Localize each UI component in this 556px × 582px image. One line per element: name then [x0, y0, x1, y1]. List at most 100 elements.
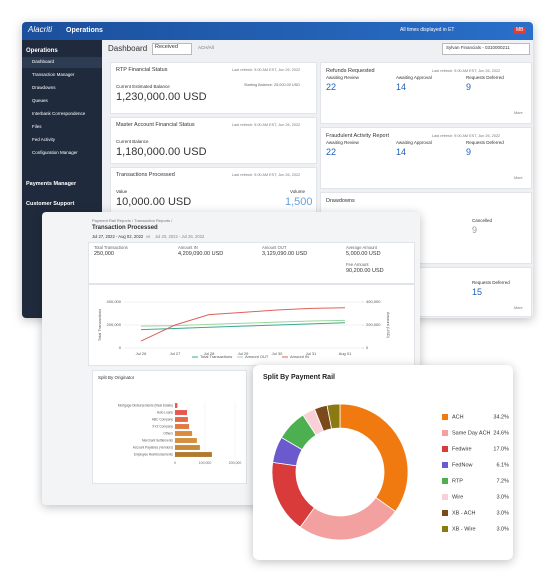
bar-panel: [92, 370, 247, 484]
text: Volume: [290, 189, 306, 194]
y2-axis-label: Amount (USD): [386, 312, 391, 339]
x-tick-label: Jul 27: [170, 351, 181, 356]
bar: [175, 438, 197, 443]
text: More: [514, 176, 523, 180]
legend-swatch: [442, 526, 448, 532]
value-label: 24.6%: [493, 430, 509, 436]
text: 1,230,000.00 USD: [116, 91, 207, 103]
text: 22: [326, 147, 337, 157]
text: Transaction Processed: [92, 225, 158, 231]
text: All times displayed in ET: [400, 27, 455, 33]
legend-swatch: [442, 414, 448, 420]
card: [320, 62, 532, 124]
legend-swatch: [442, 478, 448, 484]
text: 15: [472, 287, 483, 297]
legend-label: XB - Wire: [452, 526, 476, 532]
text: 250,000: [94, 251, 114, 257]
text: Last refresh: 9:00 AM EST, Jun 26, 2022: [232, 173, 301, 177]
pie-slice: [326, 403, 341, 430]
text: More: [514, 306, 523, 310]
text: Current Balance: [116, 139, 149, 144]
y2-tick-label: 200,000: [366, 322, 381, 327]
legend-swatch: [442, 430, 448, 436]
legend-label: XB - ACH: [452, 510, 476, 516]
active-item: [22, 57, 102, 68]
text: Received: [155, 44, 178, 50]
text: vs: [146, 234, 151, 239]
text: Transactions Processed: [116, 172, 175, 178]
text: ACH/All: [198, 45, 214, 50]
x-tick-label: Aug 01: [339, 351, 352, 356]
text: Drawdowns: [32, 85, 56, 90]
bar: [175, 424, 190, 429]
text: Operations: [66, 27, 103, 34]
bar: [175, 445, 200, 450]
text: Requests Deferred: [466, 140, 504, 145]
line-series: [140, 307, 346, 342]
text: More: [514, 111, 523, 115]
x-tick-label: Jul 29: [238, 351, 249, 356]
text: Value: [116, 189, 128, 194]
text: Last refresh: 9:00 AM EST, Jun 26, 2022: [432, 69, 501, 73]
text: Last refresh: 9:00 AM EST, Jun 26, 2022: [232, 68, 301, 72]
text: Awaiting Approval: [396, 75, 432, 80]
text: Requests Deferred: [472, 280, 510, 285]
value-label: 34.2%: [493, 414, 509, 420]
value-label: 3.0%: [496, 510, 509, 516]
y-tick-label: XYZ Company: [152, 424, 173, 428]
chart: Split By Payment Rail ACH 34.2% Same Day AC…: [263, 374, 509, 541]
text: Operations: [26, 48, 58, 54]
text: RTP Financial Status: [116, 67, 168, 73]
text: Last refresh: 9:00 AM EST, Jun 26, 2022: [232, 123, 301, 127]
bar: [175, 410, 187, 415]
text: Amount OUT: [262, 245, 287, 250]
x-tick-label: Jul 31: [306, 351, 317, 356]
y-tick-label: Mortgage Disbursements (Real Estate): [118, 403, 173, 407]
text: Files: [32, 124, 42, 129]
text: Interbank Correspondence: [32, 111, 86, 116]
text: 1,500: [285, 196, 313, 208]
text: Awaiting Review: [326, 75, 359, 80]
card: [110, 167, 317, 219]
value-label: 7.2%: [496, 478, 509, 484]
text: MB: [514, 27, 526, 34]
text: Awaiting Approval: [396, 140, 432, 145]
y-tick-label: 400,000: [107, 299, 122, 304]
legend-label: Wire: [452, 494, 463, 500]
stats-row: [88, 242, 415, 284]
text: 1,180,000.00 USD: [116, 146, 207, 158]
text: Customer Support: [26, 201, 75, 207]
text: Fed Activity: [32, 137, 56, 142]
pie-slice: [299, 496, 396, 541]
x-tick-label: 100,000: [199, 461, 212, 465]
text: 9: [466, 147, 472, 157]
text: Payments Manager: [26, 181, 77, 187]
text: Dashboard: [108, 44, 148, 53]
text: Jul 27, 2022 - Aug 02, 2022: [92, 234, 144, 239]
legend-label: ACH: [452, 414, 464, 420]
card: [110, 62, 317, 114]
y-tick-label: Auto Loans: [157, 410, 174, 414]
bar: [175, 431, 193, 436]
legend-swatch: [442, 462, 448, 468]
x-tick-label: Jul 30: [272, 351, 283, 356]
bar: [175, 417, 188, 422]
text: 5,000.00 USD: [346, 251, 381, 257]
text: 9: [472, 225, 478, 235]
legend-label: FedNow: [452, 462, 473, 468]
x-tick-label: Jul 26: [136, 351, 147, 356]
institution-select[interactable]: [442, 43, 530, 55]
y2-tick-label: 0: [366, 345, 369, 350]
bar: [175, 452, 212, 457]
legend-swatch: [442, 494, 448, 500]
value-label: 6.1%: [496, 462, 509, 468]
text: Sylvan Financials - 0310000211: [446, 45, 510, 50]
card: [110, 117, 317, 164]
text: Fee Amount: [346, 262, 369, 267]
status-select[interactable]: [152, 43, 192, 55]
text: Last refresh: 9:00 AM EST, Jun 26, 2022: [432, 134, 501, 138]
text: Total Transactions: [94, 245, 128, 250]
text: Alacriti: [28, 25, 53, 34]
text: 22: [326, 82, 337, 92]
